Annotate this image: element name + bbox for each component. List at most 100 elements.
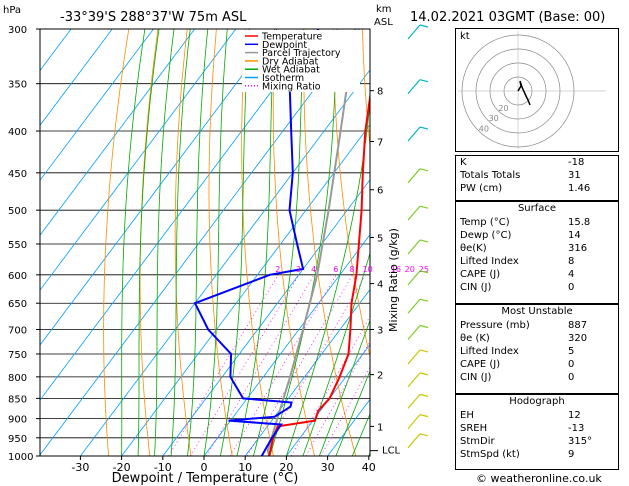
legend-label: Isotherm xyxy=(262,73,304,84)
index-row: Totals Totals 31 xyxy=(456,169,618,182)
wind-barb-shaft xyxy=(407,168,421,184)
km-tick-label: 3 xyxy=(377,326,383,337)
wind-barb-flag xyxy=(419,79,429,83)
hodograph-stats-panel: Hodograph EH 12 SREH -13 StmDir 315° StmSpd (k… xyxy=(455,394,619,470)
surface-row: CIN (J) 0 xyxy=(456,281,618,294)
isotherm-line xyxy=(40,29,113,126)
wind-barb-shaft xyxy=(407,393,421,409)
isotherm-line xyxy=(40,29,195,236)
hodograph-panel: kt 20 30 40 xyxy=(455,28,619,152)
temperature-tick-label: -20 xyxy=(113,461,131,474)
wet-adiabat-line xyxy=(170,29,191,456)
most-unstable-label: CIN (J) xyxy=(460,372,492,383)
surface-value: 316 xyxy=(568,243,588,254)
temperature-tick-label: 20 xyxy=(279,461,293,474)
plot-frame xyxy=(39,28,371,457)
isotherm-line xyxy=(40,29,278,346)
surface-label: θe(K) xyxy=(460,243,487,254)
datetime-title: 14.02.2021 03GMT (Base: 00) xyxy=(410,10,606,25)
km-tick-label: 2 xyxy=(377,371,383,382)
mixing-ratio-label: 3 xyxy=(296,265,301,274)
most-unstable-label: CAPE (J) xyxy=(460,359,501,370)
hodograph-stat-row: StmDir 315° xyxy=(456,435,618,448)
dewpoint-line xyxy=(193,29,320,456)
hodograph-stat-value: 12 xyxy=(568,410,581,421)
wet-adiabat-line xyxy=(286,99,370,456)
pressure-tick-label: 800 xyxy=(8,373,27,384)
legend-background xyxy=(242,30,360,92)
isotherm-line xyxy=(80,69,370,456)
wet-adiabat-line xyxy=(236,29,275,456)
legend-label: Dry Adiabat xyxy=(262,56,319,67)
hodograph-stat-row: StmSpd (kt) 9 xyxy=(456,448,618,461)
surface-value: 14 xyxy=(568,230,581,241)
most-unstable-title: Most Unstable xyxy=(501,306,573,317)
most-unstable-value: 320 xyxy=(568,333,588,344)
chart-profiles xyxy=(193,29,370,456)
dry-adiabat-line xyxy=(241,29,274,456)
surface-value: 8 xyxy=(568,256,575,267)
isotherm-line xyxy=(244,288,370,456)
wind-barbs xyxy=(407,24,429,449)
most-unstable-value: 0 xyxy=(568,372,575,383)
temperature-tick-label: 0 xyxy=(201,461,208,474)
index-value: -18 xyxy=(568,157,585,168)
wind-barb-shaft xyxy=(407,24,421,40)
most-unstable-value: 0 xyxy=(568,359,575,370)
pressure-tick-label: 750 xyxy=(8,350,27,361)
wind-barb-flag xyxy=(419,414,429,418)
wind-barb-flag xyxy=(419,239,429,243)
wind-barb-shaft xyxy=(407,433,421,449)
wind-barb-shaft xyxy=(407,126,421,142)
isotherm-line xyxy=(40,29,360,456)
pressure-tick-label: 950 xyxy=(8,434,27,445)
dry-adiabat-line xyxy=(625,29,629,456)
surface-row: Dewp (°C) 14 xyxy=(456,229,618,242)
location-title: -33°39'S 288°37'W 75m ASL xyxy=(60,10,247,25)
legend-label: Temperature xyxy=(261,32,322,43)
wind-barb-flag xyxy=(419,270,429,274)
mixing-ratio-line xyxy=(190,274,300,456)
wind-barb-flag xyxy=(419,393,429,397)
mixing-ratio-line xyxy=(320,366,370,456)
surface-label: Lifted Index xyxy=(460,256,519,267)
most-unstable-row: CIN (J) 0 xyxy=(456,371,618,384)
mixing-ratio-label: 2 xyxy=(275,265,280,274)
wind-barb-shaft xyxy=(407,414,421,430)
legend-label: Wet Adiabat xyxy=(262,65,320,76)
wind-barb-flag xyxy=(419,168,429,172)
hodograph-stat-row: SREH -13 xyxy=(456,422,618,435)
temperature-tick-label: -30 xyxy=(71,461,89,474)
mixing-ratio-label: 6 xyxy=(333,265,338,274)
temperature-tick-label: 30 xyxy=(321,461,335,474)
indices-panel: K -18 Totals Totals 31 PW (cm) 1.46 xyxy=(455,155,619,201)
pressure-tick-label: 450 xyxy=(8,169,27,180)
wind-barb-shaft xyxy=(407,325,421,340)
hodograph-stat-value: 315° xyxy=(568,436,593,447)
wet-adiabat-line xyxy=(335,369,370,456)
wind-barb-flag xyxy=(419,205,429,209)
km-tick-label: 8 xyxy=(377,87,383,98)
most-unstable-row: CAPE (J) 0 xyxy=(456,358,618,371)
index-label: PW (cm) xyxy=(460,183,503,194)
most-unstable-panel: Most Unstable Pressure (mb) 887 θe (K) 320 L… xyxy=(455,304,619,394)
wet-adiabat-line xyxy=(187,29,209,456)
dry-adiabat-line xyxy=(208,29,233,456)
isotherm-line xyxy=(40,29,154,181)
index-label: K xyxy=(460,157,467,168)
temperature-tick-label: 40 xyxy=(362,461,376,474)
most-unstable-value: 5 xyxy=(568,346,575,357)
mixing-ratio-label: 20 xyxy=(405,265,415,274)
pressure-tick-label: 300 xyxy=(8,25,27,36)
mixing-ratio-label: 25 xyxy=(419,265,429,274)
index-value: 1.46 xyxy=(568,183,591,194)
wind-barb-shaft xyxy=(407,372,421,388)
hodograph-ring-label: 40 xyxy=(479,124,489,133)
km-tick-label: 7 xyxy=(377,138,383,149)
lcl-label: LCL xyxy=(382,446,401,457)
copyright-footer: © weatheronline.co.uk xyxy=(476,472,602,485)
mixing-ratio-label: 4 xyxy=(311,265,316,274)
wet-adiabat-line xyxy=(137,29,160,456)
pressure-tick-label: 550 xyxy=(8,240,27,251)
